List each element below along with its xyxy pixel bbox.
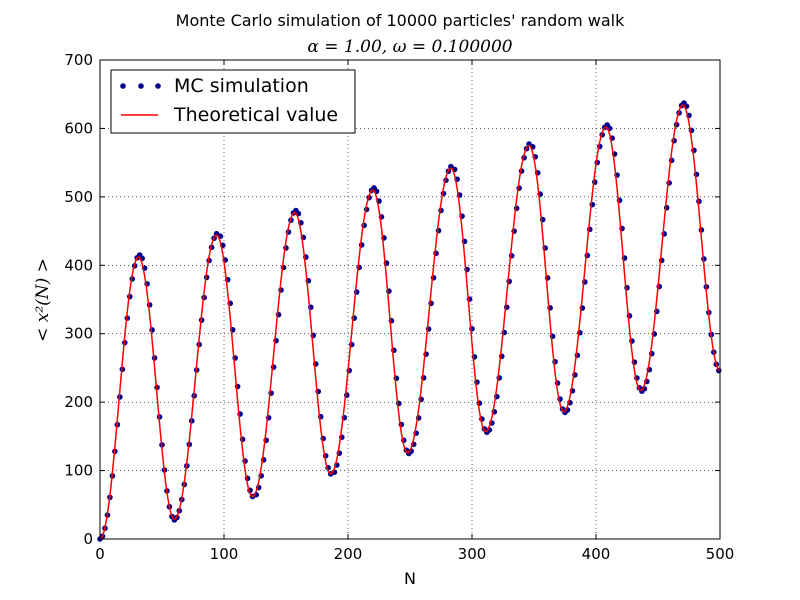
plot-area bbox=[97, 100, 722, 542]
y-tick-label: 400 bbox=[64, 256, 93, 274]
x-tick-label: 300 bbox=[458, 545, 487, 563]
y-tick-label: 0 bbox=[83, 530, 93, 548]
axes-frame bbox=[99, 59, 721, 540]
y-tick-label: 300 bbox=[64, 325, 93, 343]
legend-mc-marker-2 bbox=[138, 83, 144, 89]
chart-subtitle: α = 1.00, ω = 0.100000 bbox=[307, 37, 512, 57]
x-tick-label: 0 bbox=[95, 545, 105, 563]
axis-ticks: 0 100 200 300 400 500 0 100 200 300 400 500 600 700 bbox=[64, 51, 734, 563]
legend-label-mc: MC simulation bbox=[174, 75, 309, 97]
y-tick-label: 700 bbox=[64, 51, 93, 69]
y-axis-label: < x²(N) > bbox=[33, 258, 53, 342]
chart-title: Monte Carlo simulation of 10000 particle… bbox=[176, 11, 625, 30]
x-tick-label: 500 bbox=[706, 545, 735, 563]
legend-mc-marker-1 bbox=[120, 83, 126, 89]
legend: MC simulation Theoretical value bbox=[110, 69, 356, 134]
legend-label-theory: Theoretical value bbox=[173, 104, 338, 126]
mc-point bbox=[693, 171, 700, 178]
y-tick-label: 100 bbox=[64, 462, 93, 480]
x-axis-label: N bbox=[404, 569, 416, 588]
legend-mc-marker-3 bbox=[155, 83, 161, 89]
y-tick-label: 500 bbox=[64, 188, 93, 206]
y-tick-label: 600 bbox=[64, 119, 93, 137]
grid bbox=[100, 60, 720, 539]
series-theoretical-line bbox=[99, 104, 721, 540]
x-tick-label: 400 bbox=[582, 545, 611, 563]
y-tick-label: 200 bbox=[64, 393, 93, 411]
x-tick-label: 200 bbox=[334, 545, 363, 563]
x-tick-label: 100 bbox=[210, 545, 239, 563]
legend-box bbox=[110, 69, 356, 134]
